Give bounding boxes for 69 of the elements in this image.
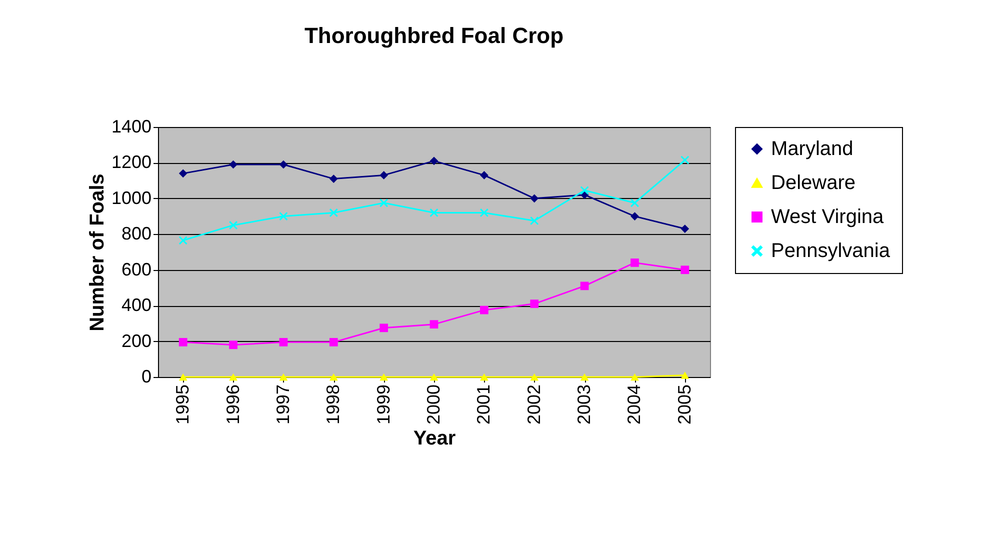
y-tick-label: 400	[121, 295, 152, 316]
x-tick-label: 2001	[474, 384, 494, 425]
point	[178, 338, 188, 346]
x-tick-label: 2005	[674, 384, 694, 425]
point	[430, 208, 438, 217]
point	[530, 300, 539, 308]
legend-label: Maryland	[771, 138, 854, 160]
x-tick-label: 1997	[272, 384, 293, 425]
point	[480, 171, 488, 180]
x-tick-label: 2004	[624, 384, 644, 425]
point	[229, 340, 238, 350]
legend-label: West Virgina	[771, 206, 885, 228]
y-tick-label: 1200	[111, 152, 152, 172]
point	[279, 160, 288, 169]
point	[680, 156, 690, 164]
legend-label: Deleware	[771, 172, 856, 194]
legend-label: Pennsylvania	[771, 240, 891, 262]
point	[630, 198, 639, 208]
point	[380, 171, 388, 180]
point	[279, 373, 288, 381]
point	[680, 372, 690, 379]
point	[630, 212, 639, 220]
y-tick-label: 1000	[111, 188, 152, 208]
point	[329, 338, 338, 346]
point	[229, 160, 238, 169]
point	[430, 156, 438, 166]
x-tick-label: 1996	[222, 384, 243, 425]
point	[380, 198, 388, 208]
point	[430, 320, 438, 329]
point	[530, 373, 539, 381]
point	[279, 338, 288, 346]
point	[580, 186, 589, 195]
point	[630, 373, 639, 381]
point	[178, 373, 188, 381]
point	[380, 373, 388, 381]
point	[178, 236, 188, 245]
y-tick-label: 800	[121, 224, 152, 244]
point	[530, 216, 539, 225]
point	[580, 373, 589, 381]
x-axis-title: Year	[413, 428, 456, 450]
point	[329, 174, 338, 183]
point	[480, 373, 488, 381]
y-tick-label: 200	[121, 330, 152, 351]
x-tick-label: 2002	[524, 384, 544, 425]
y-tick-label: 1400	[111, 116, 152, 136]
point	[229, 373, 238, 381]
point	[630, 258, 639, 267]
x-tick-label: 1998	[323, 384, 344, 425]
x-tick-label: 2000	[424, 384, 444, 425]
x-tick-label: 1999	[373, 384, 394, 425]
point	[279, 212, 288, 220]
point	[530, 194, 539, 203]
chart-title: Thoroughbred Foal Crop	[304, 23, 564, 48]
y-tick-label: 0	[141, 366, 152, 386]
point	[480, 306, 488, 314]
point	[680, 224, 690, 233]
x-tick-label: 1995	[172, 384, 193, 425]
y-tick-label: 600	[121, 259, 152, 280]
x-tick-label: 2003	[574, 384, 594, 425]
point	[229, 221, 238, 230]
point	[680, 266, 690, 274]
point	[580, 282, 589, 290]
point	[329, 373, 338, 381]
point	[430, 373, 438, 381]
point	[178, 169, 188, 178]
point	[480, 208, 488, 217]
point	[329, 208, 338, 217]
y-axis-title: Number of Foals	[86, 174, 108, 332]
point	[380, 324, 388, 332]
